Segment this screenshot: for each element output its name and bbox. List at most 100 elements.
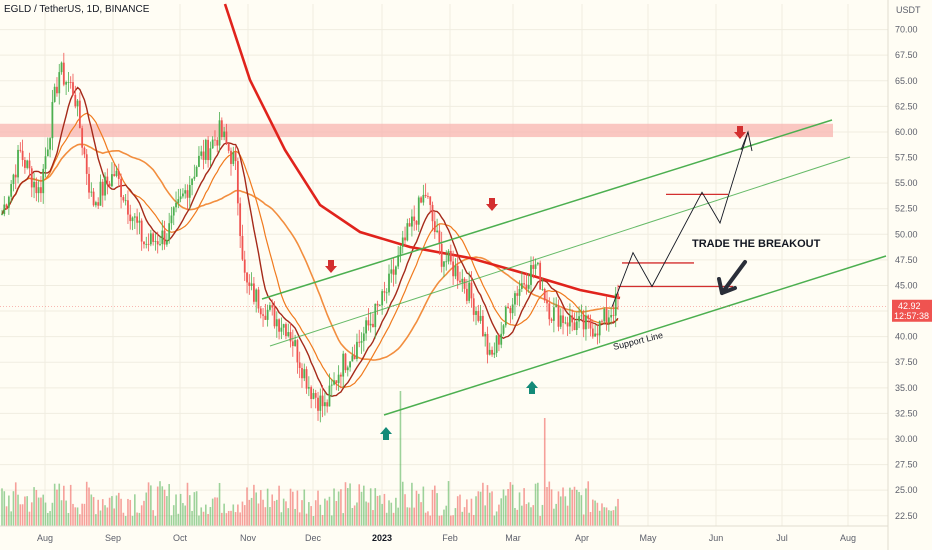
candle-body — [60, 62, 63, 73]
candle-body — [99, 181, 102, 206]
volume-bar — [12, 491, 15, 526]
candle-body — [291, 341, 294, 347]
candle-body — [156, 241, 159, 245]
candle-body — [317, 397, 319, 411]
candle-body — [605, 308, 608, 323]
volume-bar — [63, 485, 65, 526]
volume-bar — [518, 492, 521, 526]
arrow-down-icon — [734, 126, 746, 139]
volume-bar — [333, 488, 335, 526]
candle-body — [436, 230, 438, 232]
volume-bar — [495, 511, 498, 526]
volume-bar — [422, 486, 425, 526]
candle-body — [378, 305, 381, 307]
candle-body — [188, 184, 191, 198]
volume-bar — [24, 496, 26, 526]
volume-bar — [188, 495, 191, 526]
candle-body — [369, 323, 372, 326]
candle-body — [248, 282, 251, 286]
volume-bar — [541, 504, 544, 526]
candle-body — [312, 393, 315, 399]
y-tick-label: 35.00 — [895, 383, 918, 393]
volume-bar — [106, 507, 109, 526]
volume-bar — [507, 489, 509, 526]
candle-body — [138, 220, 141, 223]
candle-body — [340, 374, 342, 377]
candle-body — [106, 176, 109, 184]
candle-body — [571, 315, 574, 323]
candle-body — [353, 355, 356, 360]
candle-body — [433, 221, 436, 232]
volume-bar — [559, 496, 562, 526]
candle-body — [51, 101, 54, 139]
volume-bar — [328, 496, 331, 526]
volume-bar — [356, 502, 358, 526]
candle-body — [360, 341, 363, 343]
candle-body — [209, 148, 212, 161]
candle-body — [617, 293, 619, 298]
candle-body — [225, 131, 228, 144]
candle-body — [530, 265, 532, 285]
volume-bar — [614, 506, 617, 526]
volume-bar — [120, 498, 122, 526]
volume-bar — [117, 492, 120, 526]
candle-body — [321, 395, 324, 407]
volume-bar — [37, 497, 40, 526]
arrow-up-icon — [526, 381, 538, 394]
candle-body — [461, 278, 464, 283]
volume-bar — [388, 500, 390, 526]
currency-label: USDT — [896, 5, 921, 15]
candle-body — [475, 311, 477, 315]
candle-body — [546, 300, 548, 304]
volume-bar — [491, 491, 493, 526]
candle-body — [493, 352, 496, 355]
volume-bar — [463, 507, 466, 526]
volume-bar — [85, 481, 88, 526]
y-tick-label: 62.50 — [895, 101, 918, 111]
y-tick-label: 67.50 — [895, 50, 918, 60]
volume-bar — [131, 515, 134, 526]
x-tick-label: 2023 — [372, 533, 392, 543]
volume-bar — [211, 498, 214, 526]
candle-body — [207, 139, 209, 161]
candle-body — [175, 202, 177, 208]
volume-bar — [280, 512, 283, 526]
candle-body — [495, 335, 498, 353]
volume-bar — [575, 489, 578, 526]
volume-bar — [349, 483, 351, 526]
candle-body — [562, 315, 564, 323]
projection-path — [611, 131, 749, 308]
candle-body — [346, 367, 349, 371]
volume-bar — [200, 507, 203, 526]
candle-body — [569, 315, 571, 327]
y-tick-label: 57.50 — [895, 153, 918, 163]
candle-body — [580, 315, 583, 317]
candle-body — [62, 62, 65, 85]
volume-bar — [411, 482, 413, 526]
candle-body — [541, 288, 544, 290]
x-tick-label: Nov — [240, 533, 257, 543]
volume-bar — [335, 500, 338, 526]
volume-bar — [452, 515, 454, 526]
volume-bar — [340, 489, 342, 526]
volume-bar — [227, 510, 230, 526]
candle-body — [399, 246, 402, 256]
volume-bar — [79, 514, 81, 526]
volume-bar — [367, 502, 370, 526]
volume-bar — [156, 486, 159, 526]
y-tick-label: 47.50 — [895, 255, 918, 265]
volume-bar — [14, 482, 17, 526]
volume-bar — [420, 502, 422, 526]
volume-bar — [90, 494, 93, 526]
candle-body — [74, 94, 77, 107]
candle-body — [117, 170, 120, 179]
candle-body — [486, 333, 489, 355]
volume-bar — [596, 502, 599, 526]
volume-bar — [395, 497, 397, 526]
volume-bar — [537, 482, 539, 526]
candle-body — [440, 243, 443, 267]
candle-body — [200, 151, 203, 156]
candle-body — [401, 237, 404, 247]
volume-bar — [195, 491, 198, 526]
